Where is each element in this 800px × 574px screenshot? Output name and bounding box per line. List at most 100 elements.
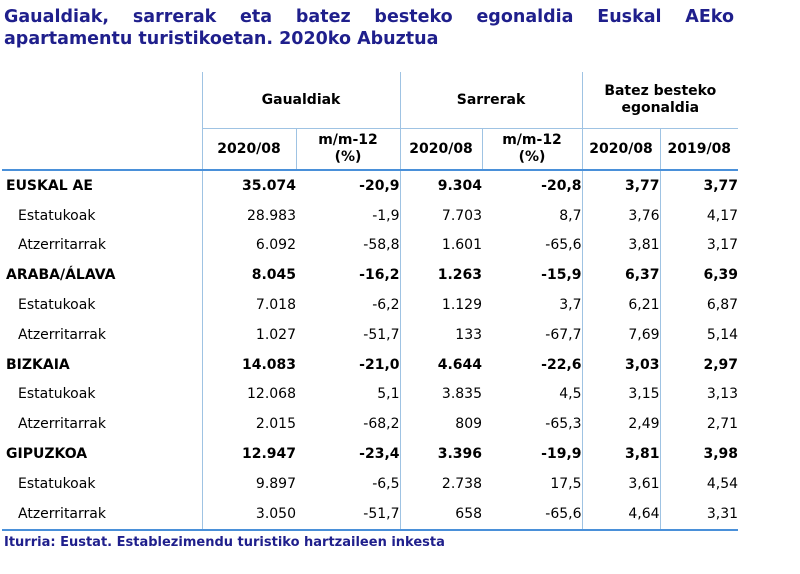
row-label: Atzerritarrak xyxy=(18,237,106,254)
cell: -65,6 xyxy=(482,498,583,531)
cell: 4,64 xyxy=(581,498,661,531)
cell: -51,7 xyxy=(296,498,401,531)
group-header-egonaldia: Batez besteko egonaldia xyxy=(581,72,739,129)
cell: 3,7 xyxy=(559,297,582,314)
sub-header: 2019/08 xyxy=(659,128,739,171)
table-row: Estatukoak 12.068 5,1 3.835 4,5 3,15 3,1… xyxy=(2,379,739,410)
cell: -67,7 xyxy=(545,326,582,343)
cell: -68,2 xyxy=(363,416,400,433)
row-label: Atzerritarrak xyxy=(2,498,202,531)
row-label: BIZKAIA xyxy=(6,356,70,373)
cell: -15,9 xyxy=(541,267,582,284)
cell: -19,9 xyxy=(541,446,582,463)
cell: -20,8 xyxy=(541,177,582,194)
table-row: Atzerritarrak 3.050 -51,7 658 -65,6 4,64… xyxy=(2,498,739,531)
cell: 3,77 xyxy=(659,170,739,201)
group-header-gaualdiak: Gaualdiak xyxy=(201,72,401,129)
row-label: ARABA/ÁLAVA xyxy=(6,267,116,284)
table-row: GIPUZKOA 12.947 -23,4 3.396 -19,9 3,81 3… xyxy=(2,439,739,469)
table-row: BIZKAIA 14.083 -21,0 4.644 -22,6 3,03 2,… xyxy=(2,349,739,380)
cell: 3,17 xyxy=(659,230,739,261)
cell: 1.263 xyxy=(399,260,483,291)
cell: 4,54 xyxy=(659,468,739,499)
cell: 35.074 xyxy=(201,170,296,201)
cell: -65,3 xyxy=(545,416,582,433)
cell: 3,76 xyxy=(581,200,661,231)
source-note: Iturria: Eustat. Establezimendu turistik… xyxy=(4,535,445,550)
corner-cell xyxy=(2,72,202,129)
sub-header: 2020/08 xyxy=(581,128,661,171)
cell: 14.083 xyxy=(201,349,296,380)
cell: 3,61 xyxy=(581,468,661,499)
cell: 6,21 xyxy=(581,290,661,320)
cell: -58,8 xyxy=(363,237,400,254)
cell: 2.015 xyxy=(201,409,296,440)
cell: -21,0 xyxy=(359,356,400,373)
cell: 6,87 xyxy=(659,290,739,320)
row-label: Atzerritarrak xyxy=(18,416,106,433)
cell: 133 xyxy=(399,319,483,350)
cell: 8,7 xyxy=(559,207,582,224)
table-row: Atzerritarrak 2.015 -68,2 809 -65,3 2,49… xyxy=(2,409,739,440)
cell: 3.050 xyxy=(201,498,296,531)
cell: 1.601 xyxy=(399,230,483,261)
cell: 2.738 xyxy=(399,468,483,499)
sub-header: m/m-12 (%) xyxy=(295,128,401,171)
table-row: Atzerritarrak 6.092 -58,8 1.601 -65,6 3,… xyxy=(2,230,739,261)
table-row: Estatukoak 9.897 -6,5 2.738 17,5 3,61 4,… xyxy=(2,468,739,499)
sub-header: 2020/08 xyxy=(201,128,296,171)
cell: -6,2 xyxy=(372,297,400,314)
cell: 28.983 xyxy=(201,200,296,231)
sub-header: m/m-12 (%) xyxy=(481,128,583,171)
cell: 12.947 xyxy=(201,439,296,469)
table-title: Gaualdiak, sarrerak eta batez besteko eg… xyxy=(4,7,734,49)
cell: 12.068 xyxy=(201,379,296,410)
cell: -51,7 xyxy=(363,326,400,343)
cell: 1.027 xyxy=(201,319,296,350)
cell: 9.897 xyxy=(201,468,296,499)
cell: 3,81 xyxy=(581,230,661,261)
cell: -16,2 xyxy=(359,267,400,284)
cell: 3,81 xyxy=(581,439,661,469)
table-row: Atzerritarrak 1.027 -51,7 133 -67,7 7,69… xyxy=(2,319,739,350)
cell: 2,71 xyxy=(659,409,739,440)
cell: 4,5 xyxy=(559,386,582,403)
cell: -1,9 xyxy=(372,207,400,224)
cell: -23,4 xyxy=(359,446,400,463)
row-label: Estatukoak xyxy=(18,297,96,314)
cell: 3,03 xyxy=(581,349,661,380)
cell: 5,1 xyxy=(377,386,400,403)
cell: -20,9 xyxy=(359,177,400,194)
cell: 3.835 xyxy=(399,379,483,410)
cell: 2,49 xyxy=(581,409,661,440)
cell: 9.304 xyxy=(399,170,483,201)
cell: 4.644 xyxy=(399,349,483,380)
row-label: Estatukoak xyxy=(18,386,96,403)
cell: 4,17 xyxy=(659,200,739,231)
cell: 6.092 xyxy=(201,230,296,261)
cell: 5,14 xyxy=(659,319,739,350)
row-label: Estatukoak xyxy=(18,475,96,492)
table-row: ARABA/ÁLAVA 8.045 -16,2 1.263 -15,9 6,37… xyxy=(2,260,739,291)
cell: 1.129 xyxy=(399,290,483,320)
cell: 7.018 xyxy=(201,290,296,320)
corner-cell-2 xyxy=(2,128,202,171)
cell: 3.396 xyxy=(399,439,483,469)
cell: 6,37 xyxy=(581,260,661,291)
cell: 3,77 xyxy=(581,170,661,201)
cell: -6,5 xyxy=(372,475,400,492)
cell: 809 xyxy=(399,409,483,440)
cell: 3,98 xyxy=(659,439,739,469)
cell: 3,13 xyxy=(659,379,739,410)
cell: 2,97 xyxy=(659,349,739,380)
row-label: EUSKAL AE xyxy=(6,177,93,194)
cell: 8.045 xyxy=(201,260,296,291)
sub-header: 2020/08 xyxy=(399,128,483,171)
table-row: EUSKAL AE 35.074 -20,9 9.304 -20,8 3,77 … xyxy=(2,170,739,201)
cell: -65,6 xyxy=(545,237,582,254)
table-row: Estatukoak 28.983 -1,9 7.703 8,7 3,76 4,… xyxy=(2,200,739,231)
cell: 658 xyxy=(399,498,483,531)
statistics-table: Gaualdiak Sarrerak Batez besteko egonald… xyxy=(2,72,739,531)
cell: 6,39 xyxy=(659,260,739,291)
table-row: Estatukoak 7.018 -6,2 1.129 3,7 6,21 6,8… xyxy=(2,290,739,320)
